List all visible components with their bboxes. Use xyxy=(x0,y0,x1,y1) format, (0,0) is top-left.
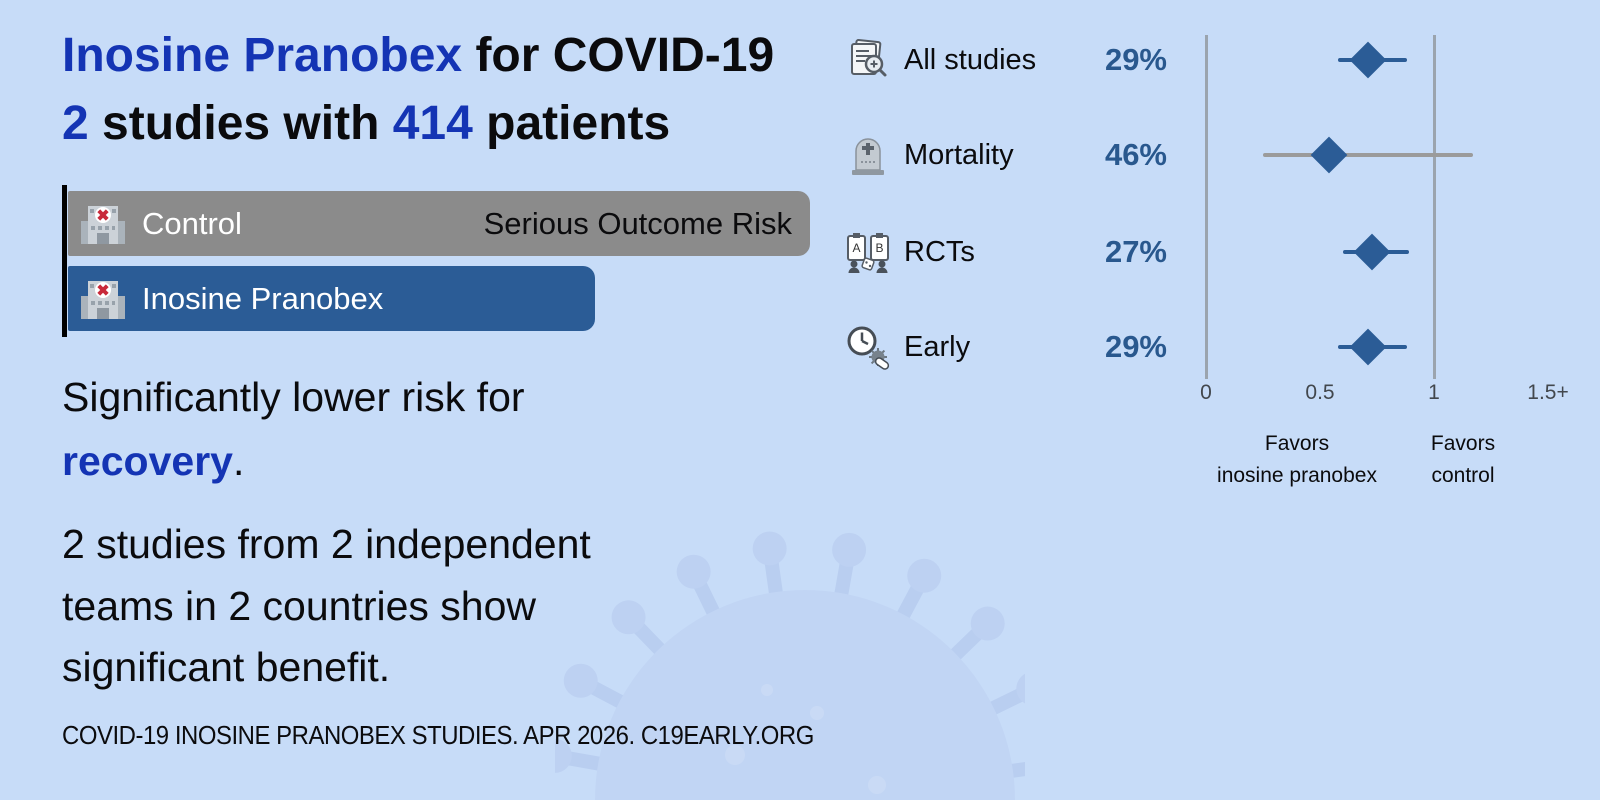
forest-row-early: Early 29% xyxy=(845,315,1167,379)
patient-count: 414 xyxy=(392,97,473,150)
title-suffix: for COVID-19 xyxy=(462,29,775,82)
study-count: 2 xyxy=(62,97,89,150)
forest-row-all-studies: All studies 29% xyxy=(845,28,1167,92)
studies-icon xyxy=(845,37,891,83)
mortality-icon xyxy=(845,132,891,178)
favors-control-label: Favors control xyxy=(1430,432,1496,487)
x-tick-1: 1 xyxy=(1428,381,1440,404)
forest-row-improvement: 46% xyxy=(1104,137,1167,172)
x-tick-0-5: 0.5 xyxy=(1305,381,1335,404)
forest-row-improvement: 29% xyxy=(1104,42,1167,77)
outcome-bar-chart: Control Serious Outcome Risk Inosine Prano… xyxy=(62,185,822,337)
bar-label: Inosine Pranobex xyxy=(142,280,384,316)
bar-chart-axis-line xyxy=(62,185,67,337)
forest-row-mortality: Mortality 46% xyxy=(845,123,1167,187)
forest-row-label: RCTs xyxy=(904,235,975,268)
forest-row-label: Mortality xyxy=(904,138,1014,171)
point-estimate-early xyxy=(1349,328,1387,366)
finding-statement: Significantly lower risk for recovery. xyxy=(62,374,525,484)
early-icon xyxy=(845,324,891,370)
forest-row-label: Early xyxy=(904,330,971,363)
bar-inosine-pranobex: Inosine Pranobex xyxy=(68,266,595,331)
point-estimate-rcts xyxy=(1354,233,1391,271)
bar-label: Control xyxy=(142,205,242,241)
x-tick-0: 0 xyxy=(1200,381,1212,404)
page-title-line1: Inosine Pranobex for COVID-19 xyxy=(62,28,774,83)
x-tick-1-5-: 1.5+ xyxy=(1527,381,1569,404)
reference-line-0 xyxy=(1204,35,1208,379)
coronavirus-watermark-image xyxy=(555,531,1025,800)
confidence-interval-mortality xyxy=(1263,153,1473,157)
title-drug-name: Inosine Pranobex xyxy=(62,29,463,82)
forest-row-rcts: A B RCTs 27% xyxy=(845,220,1167,284)
page-title-line2: 2 studies with 414 patients xyxy=(62,97,671,150)
bar-chart-title: Serious Outcome Risk xyxy=(483,205,792,241)
svg-text:B: B xyxy=(875,241,883,255)
bar-control: Control Serious Outcome Risk xyxy=(68,191,810,256)
forest-row-improvement: 29% xyxy=(1104,329,1167,364)
favors-treatment-label: Favors inosine pranobex xyxy=(1217,432,1377,487)
finding-keyword: recovery xyxy=(62,437,233,484)
hospital-icon xyxy=(80,276,126,322)
hospital-icon xyxy=(80,201,126,247)
footer-source-line: COVID-19 INOSINE PRANOBEX STUDIES. APR 2… xyxy=(62,720,814,750)
summary-paragraph: 2 studies from 2 independent teams in 2 … xyxy=(62,521,591,690)
svg-text:A: A xyxy=(852,241,860,255)
reference-line-1 xyxy=(1432,35,1436,379)
forest-row-label: All studies xyxy=(904,43,1037,76)
point-estimate-mortality xyxy=(1310,136,1348,174)
point-estimate-all-studies xyxy=(1349,41,1387,79)
forest-row-improvement: 27% xyxy=(1104,234,1167,269)
